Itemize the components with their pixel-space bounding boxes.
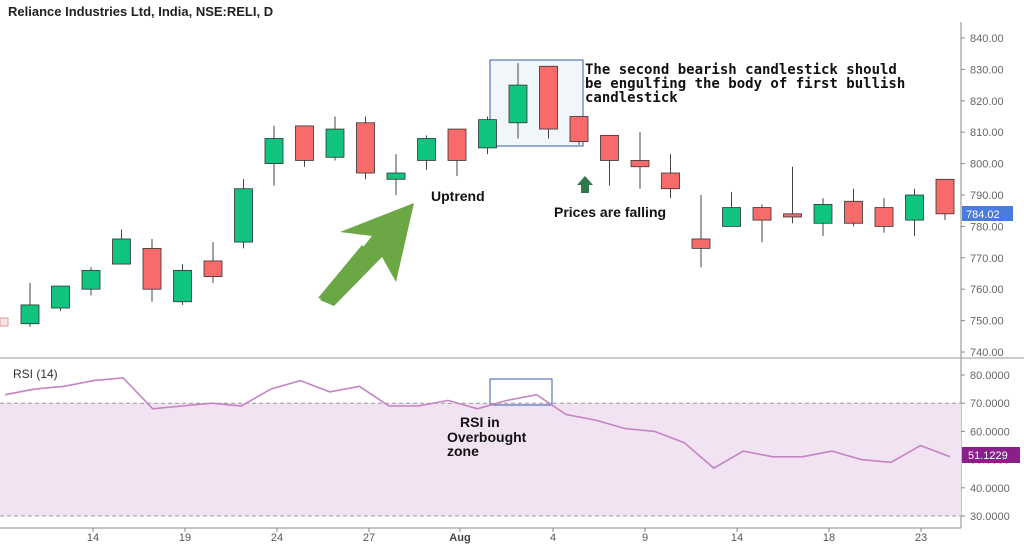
rsi-highlight-box	[489, 378, 553, 406]
bullish-candle	[325, 128, 345, 158]
date-tick-label: 4	[550, 532, 556, 544]
price-tick-label: 790.00	[970, 190, 1004, 202]
last-rsi-tag: 51.1229	[962, 447, 1020, 463]
rsi-tick-label: 40.0000	[970, 483, 1010, 495]
price-tick-label: 740.00	[970, 347, 1004, 359]
bearish-candle	[874, 207, 894, 227]
date-tick-label: Aug	[449, 532, 470, 544]
engulfing-annotation-line1: The second bearish candlestick should	[585, 62, 897, 78]
bullish-candle	[112, 238, 131, 265]
price-tick-label: 810.00	[970, 127, 1004, 139]
bearish-candle	[203, 260, 223, 278]
bearish-candle	[661, 172, 680, 190]
bearish-candle	[752, 207, 772, 221]
uptrend-label: Uptrend	[431, 188, 485, 204]
price-tick-label: 830.00	[970, 64, 1004, 76]
price-axis-ticks: 840.00 830.00 820.00 810.00 800.00 790.00 780.…	[961, 33, 1004, 359]
bullish-candle	[234, 188, 253, 243]
date-tick-label: 9	[642, 532, 648, 544]
price-tick-label: 820.00	[970, 96, 1004, 108]
bearish-candle	[295, 125, 314, 161]
rsi-line	[4, 376, 951, 470]
bearish-candle	[569, 116, 589, 143]
bearish-candle	[142, 247, 162, 290]
date-tick-label: 18	[823, 532, 835, 544]
bearish-candle	[783, 213, 802, 218]
bullish-candle	[20, 304, 40, 325]
rsi-annotation-line2: Overbought	[447, 429, 527, 445]
bullish-candle	[722, 207, 741, 227]
bullish-candle	[386, 172, 406, 180]
rsi-tick-label: 60.0000	[970, 426, 1010, 438]
bullish-candle	[508, 84, 528, 124]
date-tick-label: 23	[915, 532, 927, 544]
chart-title: Reliance Industries Ltd, India, NSE:RELI…	[8, 4, 273, 19]
bullish-candle	[51, 285, 70, 309]
rsi-tick-label: 80.0000	[970, 370, 1010, 382]
date-tick-label: 19	[179, 532, 191, 544]
rsi-tick-label: 30.0000	[970, 511, 1010, 523]
rsi-annotation-line3: zone	[447, 443, 479, 459]
price-tick-label: 800.00	[970, 159, 1004, 171]
price-tick-label: 750.00	[970, 316, 1004, 328]
price-tick-label: 840.00	[970, 33, 1004, 45]
rsi-axis-ticks: 80.000070.000060.000050.000040.000030.00…	[961, 370, 1010, 523]
falling-label: Prices are falling	[554, 204, 666, 220]
up-arrow-small-icon	[577, 176, 593, 193]
bearish-candle	[539, 65, 558, 130]
candles-group	[20, 63, 955, 327]
svg-text:51.1229: 51.1229	[968, 450, 1008, 462]
time-axis-ticks: 14 19 24 27 Aug 4 9 14 18 23	[87, 528, 927, 544]
bullish-candle	[478, 119, 497, 149]
bearish-candle	[600, 134, 619, 161]
date-tick-label: 24	[271, 532, 283, 544]
bearish-candle	[630, 160, 650, 168]
engulfing-annotation-line3: candlestick	[585, 90, 678, 106]
bullish-candle	[813, 204, 833, 224]
rsi-title: RSI (14)	[13, 367, 58, 381]
bullish-candle	[417, 138, 436, 161]
bearish-candle	[356, 122, 375, 174]
last-price-tag: 784.02	[962, 206, 1013, 221]
rsi-band	[0, 403, 961, 516]
price-tick-label: 760.00	[970, 284, 1004, 296]
bearish-candle	[447, 128, 467, 161]
svg-text:784.02: 784.02	[966, 209, 1000, 221]
bullish-candle	[264, 138, 284, 164]
date-tick-label: 14	[87, 532, 99, 544]
left-edge-marker	[0, 317, 9, 327]
bullish-candle	[905, 194, 924, 221]
uptrend-arrow-icon	[318, 203, 414, 306]
date-tick-label: 27	[363, 532, 375, 544]
rsi-annotation-line1: RSI in	[460, 414, 500, 430]
rsi-tick-label: 70.0000	[970, 398, 1010, 410]
bullish-candle	[81, 269, 101, 290]
price-tick-label: 780.00	[970, 221, 1004, 233]
date-tick-label: 14	[731, 532, 743, 544]
bearish-candle	[844, 200, 863, 224]
bullish-candle	[173, 269, 192, 303]
price-tick-label: 770.00	[970, 253, 1004, 265]
engulfing-annotation-line2: be engulfing the body of first bullish	[585, 76, 905, 92]
bearish-candle	[691, 238, 711, 249]
bearish-candle	[935, 178, 955, 215]
engulfing-highlight-box	[489, 59, 584, 147]
